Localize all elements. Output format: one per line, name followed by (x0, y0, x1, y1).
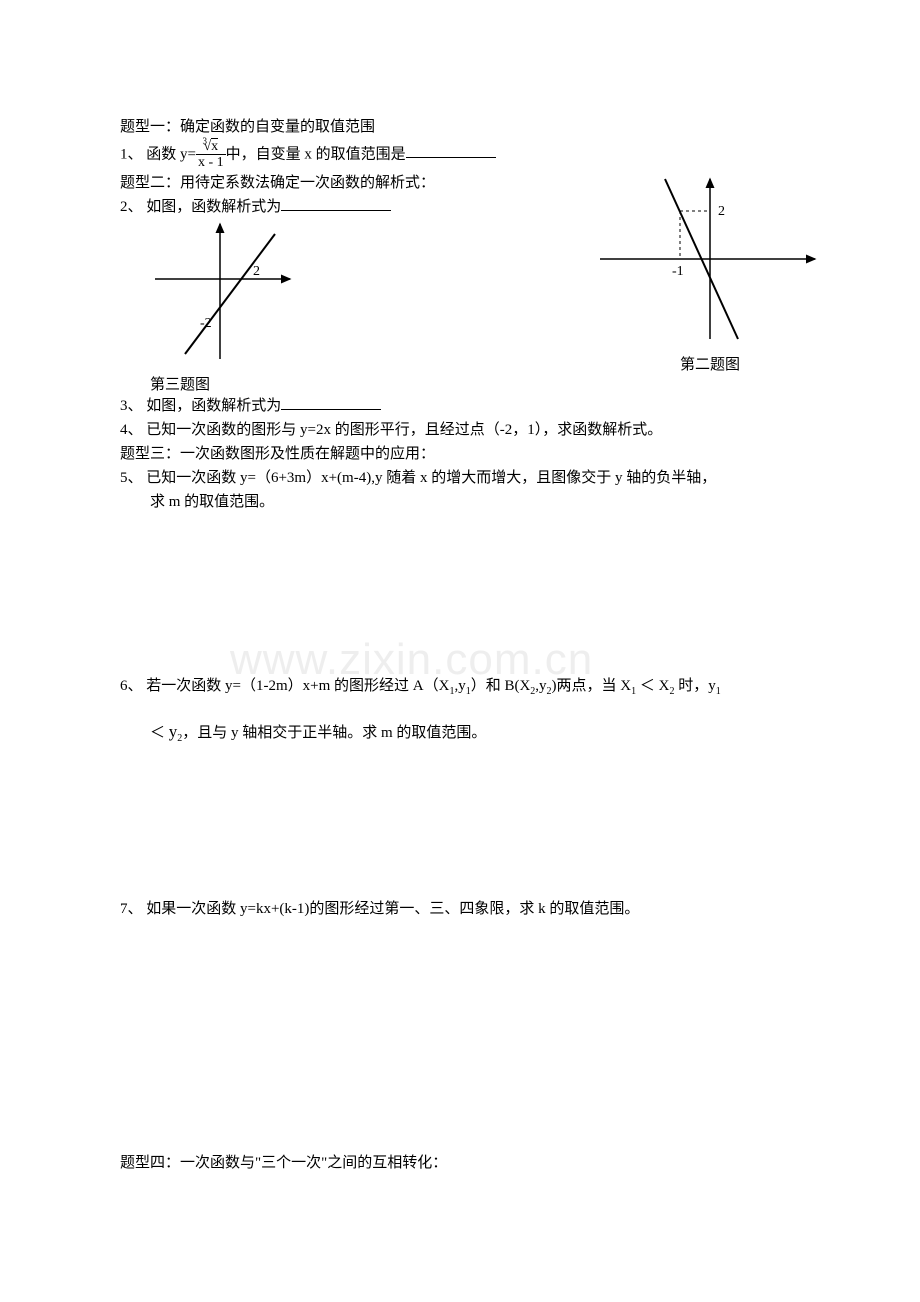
section1-title: 题型一：确定函数的自变量的取值范围 (120, 115, 800, 139)
q6-l1c: )两点，当 (552, 678, 621, 694)
question-4: 4、 已知一次函数的图形与 y=2x 的图形平行，且经过点（-2，1），求函数解… (120, 418, 800, 442)
page-content: 题型一：确定函数的自变量的取值范围 1、 函数 y= 3 √x x - 1 中，… (0, 0, 920, 1175)
q6-yb: y (169, 722, 178, 741)
q1-numerator: 3 √x (196, 139, 226, 155)
fig-right-caption: 第二题图 (590, 353, 830, 377)
q6-l2a: ＜ (150, 725, 169, 741)
q6-xb: X (659, 678, 670, 694)
spacer-1 (120, 514, 800, 674)
question-3: 3、 如图，函数解析式为 (120, 394, 800, 418)
figure-right-svg: 2 -1 (590, 169, 830, 349)
q6-y1: y (458, 678, 466, 694)
section4-title: 题型四：一次函数与"三个一次"之间的互相转化： (120, 1151, 800, 1175)
question-6-line2: ＜ y2，且与 y 轴相交于正半轴。求 m 的取值范围。 (120, 718, 800, 747)
figure-left-svg: 2 -2 (150, 219, 310, 369)
question-6-line1: 6、 若一次函数 y=（1-2m）x+m 的图形经过 A（X1,y1）和 B(X… (120, 674, 800, 700)
q6-subya: 1 (716, 686, 721, 697)
question-5-line2: 求 m 的取值范围。 (120, 490, 800, 514)
figure-right: 2 -1 第二题图 (590, 169, 830, 377)
q6-ya: y (708, 678, 716, 694)
question-5-line1: 5、 已知一次函数 y=（6+3m）x+(m-4),y 随着 x 的增大而增大，… (120, 466, 800, 490)
spacer-2 (120, 747, 800, 897)
question-1: 1、 函数 y= 3 √x x - 1 中，自变量 x 的取值范围是 (120, 139, 800, 171)
q6-l1a: 6、 若一次函数 y=（1-2m）x+m 的图形经过 A（ (120, 678, 439, 694)
q6-xa: X (620, 678, 631, 694)
q2-blank (281, 195, 391, 211)
root-index: 3 (202, 137, 207, 147)
section3-title: 题型三：一次函数图形及性质在解题中的应用： (120, 442, 800, 466)
label-neg1: -1 (672, 264, 684, 279)
fig-left-caption: 第三题图 (150, 373, 310, 397)
q1-denominator: x - 1 (196, 155, 226, 170)
q1-suffix: 中，自变量 x 的取值范围是 (226, 146, 406, 162)
q1-blank (406, 142, 496, 158)
q6-l2b: ，且与 y 轴相交于正半轴。求 m 的取值范围。 (182, 725, 486, 741)
q6-y2: y (539, 678, 547, 694)
q1-prefix: 1、 函数 y= (120, 146, 196, 162)
spacer-3 (120, 921, 800, 1151)
cube-root: 3 √x (203, 139, 218, 154)
radicand: x (211, 138, 218, 154)
figures-row: 2 -1 第二题图 2 -2 第三题图 (120, 219, 800, 394)
graph-line (185, 234, 275, 354)
question-7: 7、 如果一次函数 y=kx+(k-1)的图形经过第一、三、四象限，求 k 的取… (120, 897, 800, 921)
q3-text: 3、 如图，函数解析式为 (120, 398, 281, 414)
q6-x2: X (519, 678, 530, 694)
q6-l1b: ）和 B( (471, 678, 520, 694)
figure-left: 2 -2 第三题图 (150, 219, 310, 397)
label-neg2: -2 (200, 316, 212, 331)
q6-lt1: ＜ (636, 678, 659, 694)
q1-fraction: 3 √x x - 1 (196, 139, 226, 171)
label-2: 2 (718, 204, 725, 219)
q6-l1d: 时， (675, 678, 709, 694)
label-2: 2 (253, 264, 260, 279)
q2-text: 2、 如图，函数解析式为 (120, 199, 281, 215)
q6-x1: X (439, 678, 450, 694)
